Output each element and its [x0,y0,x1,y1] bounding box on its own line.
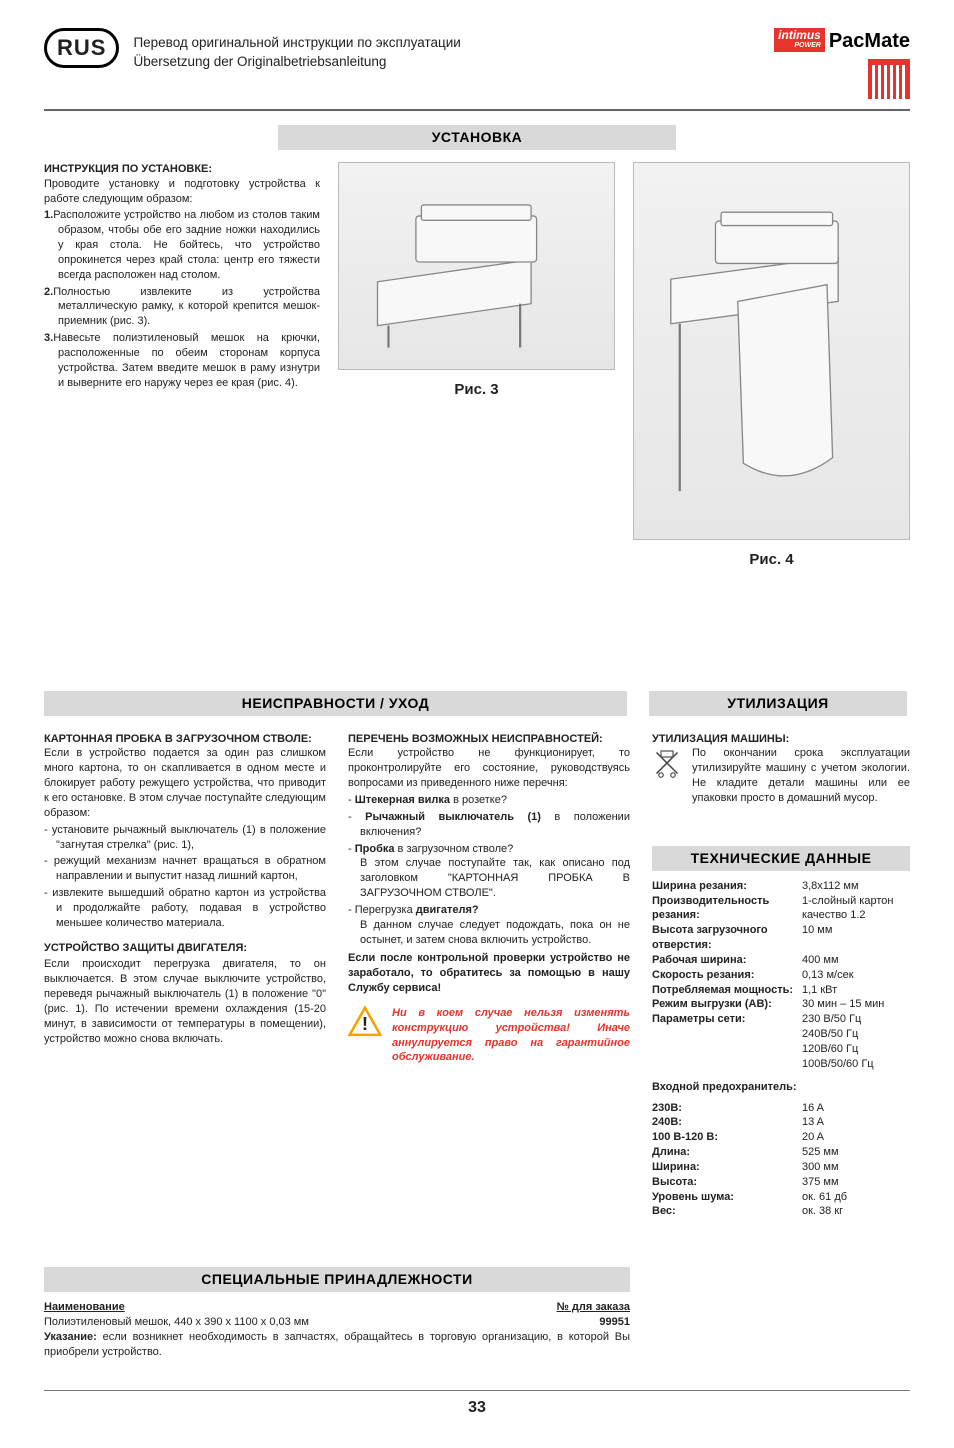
spec-row: Вес:ок. 38 кг [652,1204,910,1219]
install-intro: Проводите установку и подготовку устройс… [44,177,320,207]
header-line-1: Перевод оригинальной инструкции по экспл… [133,34,760,53]
jam-heading: КАРТОННАЯ ПРОБКА В ЗАГРУЗОЧНОМ СТВОЛЕ: [44,732,326,747]
spec-row: Потребляемая мощность:1,1 кВт [652,983,910,998]
jam-b2: режущий механизм начнет вращаться в обра… [44,854,326,884]
faults-col-2: ПЕРЕЧЕНЬ ВОЗМОЖНЫХ НЕИСПРАВНОСТЕЙ: Если … [348,732,630,1220]
checklist-heading: ПЕРЕЧЕНЬ ВОЗМОЖНЫХ НЕИСПРАВНОСТЕЙ: [348,732,630,747]
section-bar-tech: ТЕХНИЧЕСКИЕ ДАННЫЕ [652,846,910,871]
spec-row: Режим выгрузки (AB):30 мин – 15 мин [652,997,910,1012]
install-grid: ИНСТРУКЦИЯ ПО УСТАНОВКЕ: Проводите устан… [44,162,910,571]
language-badge: RUS [44,28,119,68]
faults-col-1: КАРТОННАЯ ПРОБКА В ЗАГРУЗОЧНОМ СТВОЛЕ: Е… [44,732,326,1220]
page-number: 33 [44,1397,910,1419]
fuse-specs: 230В:16 A240В:13 A100 В-120 В:20 AДлина:… [652,1101,910,1220]
svg-text:!: ! [362,1013,368,1034]
acc-item: Полиэтиленовый мешок, 440 x 390 x 1100 x… [44,1315,309,1330]
figure-4-caption: Рис. 4 [633,550,910,570]
fuse-heading: Входной предохранитель: [652,1080,910,1095]
check-2: Рычажный выключатель (1) в положении вкл… [348,810,630,840]
disposal-heading: УТИЛИЗАЦИЯ МАШИНЫ: [652,732,910,747]
install-text: ИНСТРУКЦИЯ ПО УСТАНОВКЕ: Проводите устан… [44,162,320,571]
section-bar-accessories: СПЕЦИАЛЬНЫЕ ПРИНАДЛЕЖНОСТИ [44,1267,630,1292]
lower-grid: КАРТОННАЯ ПРОБКА В ЗАГРУЗОЧНОМ СТВОЛЕ: Е… [44,732,910,1360]
header-subtitle: Перевод оригинальной инструкции по экспл… [133,28,760,72]
acc-col-name: Наименование [44,1300,125,1315]
acc-note-b: Указание: [44,1331,97,1343]
figure-3-block: Рис. 3 [338,162,615,571]
spec-row: 100В/50/60 Гц [652,1057,910,1072]
right-column: УТИЛИЗАЦИЯ МАШИНЫ: По окончании срока эк… [652,732,910,1220]
footer-rule [44,1390,910,1391]
check-3: Пробка в загрузочном стволе?В этом случа… [348,842,630,901]
warning-icon: ! [348,1006,382,1065]
motor-heading: УСТРОЙСТВО ЗАЩИТЫ ДВИГАТЕЛЯ: [44,941,326,956]
disposal-text: По окончании срока эксплуатации утилизир… [692,746,910,805]
jam-b1: установите рычажный выключатель (1) в по… [44,823,326,853]
spec-row: Рабочая ширина:400 мм [652,953,910,968]
spec-row: 230В:16 A [652,1101,910,1116]
shred-icon [868,59,910,99]
header-line-2: Übersetzung der Originalbetriebsanleitun… [133,53,760,72]
figure-3 [338,162,615,370]
spec-row: Длина:525 мм [652,1145,910,1160]
spec-row: Высота:375 мм [652,1175,910,1190]
section-bar-faults: НЕИСПРАВНОСТИ / УХОД [44,691,627,716]
spec-row: Уровень шума:ок. 61 дб [652,1190,910,1205]
install-heading: ИНСТРУКЦИЯ ПО УСТАНОВКЕ: [44,162,320,177]
recycle-icon [652,746,682,805]
brand-logo: intimus POWER PacMate [774,28,910,99]
acc-note: если возникнет необходимость в запчастях… [44,1331,630,1358]
section-bar-install: УСТАНОВКА [278,125,676,150]
figure-4 [633,162,910,541]
jam-b3: извлеките вышедший обратно картон из уст… [44,886,326,931]
spec-row: 240В/50 Гц [652,1027,910,1042]
check-1: Штекерная вилка в розетке? [348,793,630,808]
spec-row: Скорость резания:0,13 м/сек [652,968,910,983]
accessories-block: СПЕЦИАЛЬНЫЕ ПРИНАДЛЕЖНОСТИ Наименование … [44,1267,630,1359]
spec-row: 100 В-120 В:20 A [652,1130,910,1145]
spec-row: Параметры сети:230 В/50 Гц [652,1012,910,1027]
spec-row: Высота загрузочного отверстия:10 мм [652,923,910,953]
acc-col-order: № для заказа [557,1300,630,1315]
spec-row: 240В:13 A [652,1115,910,1130]
spec-row: Ширина:300 мм [652,1160,910,1175]
section-bar-disposal: УТИЛИЗАЦИЯ [649,691,907,716]
figure-4-block: Рис. 4 [633,162,910,571]
tech-specs: Ширина резания:3,8x112 ммПроизводительно… [652,879,910,1072]
spec-row: 120В/60 Гц [652,1042,910,1057]
disposal-block: По окончании срока эксплуатации утилизир… [652,746,910,805]
header-rule [44,109,910,111]
brand-big: PacMate [825,28,910,55]
warning-block: ! Ни в коем случае нельзя изменять конст… [348,1006,630,1065]
jam-text: Если в устройство подается за один раз с… [44,746,326,820]
acc-order-no: 99951 [599,1315,630,1330]
service-note: Если после контрольной проверки устройст… [348,951,630,996]
install-step-2: 2.Полностью извлеките из устройства мета… [44,285,320,330]
spec-row: Ширина резания:3,8x112 мм [652,879,910,894]
spec-row: Производительность резания:1-слойный кар… [652,894,910,924]
check-4: Перегрузка двигателя?В данном случае сле… [348,903,630,948]
brand-power: POWER [774,41,825,52]
brand-small: intimus [774,28,825,41]
checklist-intro: Если устройство не функционирует, то про… [348,746,630,791]
page-header: RUS Перевод оригинальной инструкции по э… [44,28,910,99]
motor-text: Если происходит перегрузка двигателя, то… [44,957,326,1046]
install-step-1: 1.Расположите устройство на любом из сто… [44,208,320,282]
warning-text: Ни в коем случае нельзя изменять констру… [392,1006,630,1065]
install-step-3: 3.Навесьте полиэтиленовый мешок на крючк… [44,331,320,390]
figure-3-caption: Рис. 3 [338,380,615,400]
